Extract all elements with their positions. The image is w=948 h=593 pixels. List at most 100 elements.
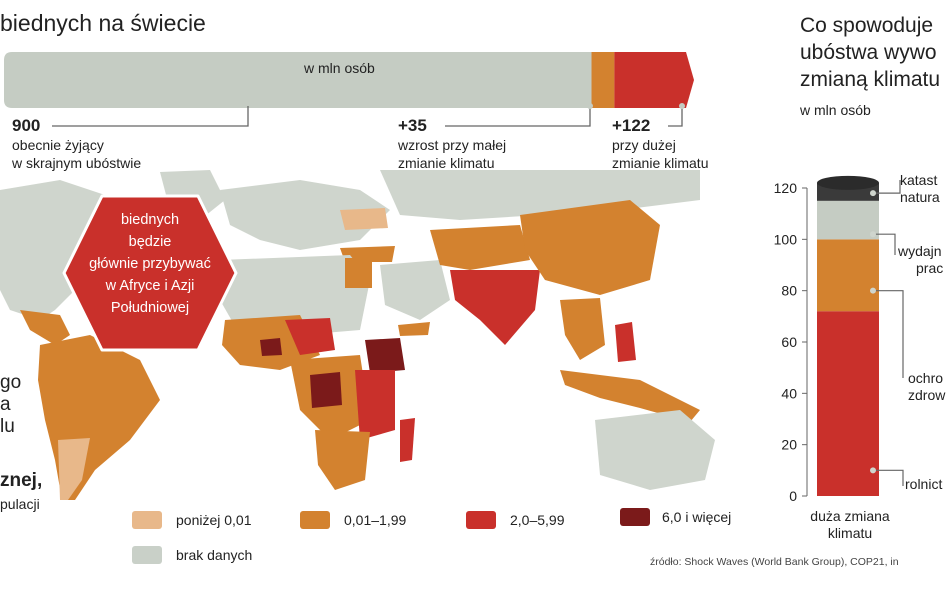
stat-large-value: +122 (612, 116, 651, 135)
poverty-bar-svg (4, 52, 694, 108)
y-tick-label: 20 (781, 437, 797, 453)
southeast-asia (560, 298, 605, 360)
legend-label: poniżej 0,01 (176, 512, 252, 528)
hexagon-line: biednych (120, 212, 180, 228)
legend-item-nodata: brak danych (132, 546, 252, 564)
stat-small-value: +35 (398, 116, 427, 135)
label-katast-line1: katast (900, 172, 938, 188)
leader-line (873, 290, 904, 378)
world-map (0, 170, 715, 500)
legend-label: 0,01–1,99 (344, 512, 407, 528)
poverty-bar-unit: w mln osób (304, 60, 375, 76)
right-title-line: Co spowoduje (800, 14, 934, 37)
southern-africa (315, 430, 370, 490)
leader-dot (870, 190, 876, 197)
south-america-south (58, 438, 90, 500)
stack-segment-2 (817, 239, 879, 312)
poverty-bar-current (4, 52, 592, 108)
leader-dot (870, 467, 876, 474)
cut-text-small: pulacji (0, 496, 40, 512)
y-tick-label: 120 (774, 180, 798, 196)
legend-swatch (132, 511, 162, 529)
hexagon-line: głównie przybywać (89, 256, 211, 272)
stack-top-cap (817, 175, 879, 190)
leader-dot (870, 231, 876, 238)
legend-swatch (620, 508, 650, 526)
sahel-red (285, 318, 335, 355)
poverty-bar: w mln osób (4, 52, 704, 110)
ukraine (340, 208, 388, 230)
leader-line (873, 180, 901, 194)
australia (595, 410, 715, 490)
label-wydajn-line1: wydajn (898, 243, 942, 259)
label-ochro-line1: ochro (908, 370, 944, 386)
label-wydajn: wydajn prac (898, 243, 943, 277)
hexagon-line: będzie (128, 234, 172, 250)
europe (220, 180, 390, 250)
cut-text-block: go a lu (0, 372, 21, 438)
stack-bars (817, 175, 879, 496)
leader-line (873, 233, 896, 255)
stat-small-line1: wzrost przy małej (398, 137, 507, 153)
stat-large: +122 przy dużej zmianie klimatu (612, 116, 708, 172)
y-tick-label: 60 (781, 334, 797, 350)
stat-current-value: 900 (12, 116, 41, 135)
leader-dot (870, 287, 876, 294)
hexagon-line: w Afryce i Azji (105, 278, 195, 294)
leader-line (873, 469, 904, 486)
legend-item-low: poniżej 0,01 (132, 511, 252, 529)
source-note: źródło: Shock Waves (World Bank Group), … (650, 556, 899, 568)
legend-swatch (466, 511, 496, 529)
stat-current-line1: obecnie żyjący (12, 137, 104, 153)
ethiopia-dark (365, 338, 405, 373)
legend-label: 2,0–5,99 (510, 512, 565, 528)
label-wydajn-line2: prac (916, 260, 944, 276)
hexagon-text: biednych będzie głównie przybywać w Afry… (62, 209, 238, 319)
bar-connectors (52, 103, 685, 127)
right-title-line: zmianą klimatu (800, 68, 941, 91)
y-tick-label: 80 (781, 283, 797, 299)
poverty-bar-small-change (591, 52, 615, 108)
cut-text-line: lu (0, 416, 15, 437)
hexagon-shape (62, 194, 238, 352)
stat-current-line2: w skrajnym ubóstwie (12, 155, 142, 171)
label-katast: katast natura (900, 172, 940, 206)
label-ochro-line2: zdrow (908, 387, 946, 403)
south-asia (450, 270, 540, 345)
right-title: Co spowoduje ubóstwa wywo zmianą klimatu (800, 12, 940, 93)
y-tick-label: 0 (789, 488, 797, 504)
north-africa (220, 255, 370, 335)
cut-text-line: go (0, 372, 22, 393)
nigeria-dark (260, 338, 282, 356)
legend-swatch (132, 546, 162, 564)
hexagon-callout: biednych będzie głównie przybywać w Afry… (62, 193, 238, 353)
label-ochro: ochro zdrow (908, 370, 945, 404)
stat-current: 900 obecnie żyjący w skrajnym ubóstwie (12, 116, 141, 172)
yemen (398, 322, 430, 336)
cut-text-bold: znej, (0, 470, 43, 491)
central-america (20, 310, 70, 345)
poverty-bar-large-change (614, 52, 694, 108)
legend-swatch (300, 511, 330, 529)
label-rolnict: rolnict (905, 476, 943, 492)
y-axis: 0 20 40 60 80 100 120 (774, 180, 808, 504)
legend-label: 6,0 i więcej (662, 509, 732, 525)
stat-large-line1: przy dużej (612, 137, 676, 153)
hexagon-line: Południowej (110, 300, 190, 316)
east-africa (355, 370, 395, 440)
philippines (615, 322, 636, 362)
label-katast-line2: natura (900, 189, 940, 205)
right-title-line: ubóstwa wywo (800, 41, 937, 64)
cut-text-line: a (0, 394, 11, 415)
drc-dark (310, 372, 342, 408)
south-america (38, 335, 160, 500)
y-tick-label: 100 (774, 231, 798, 247)
middle-east (380, 260, 450, 320)
stat-small: +35 wzrost przy małej zmianie klimatu (398, 116, 506, 172)
madagascar (400, 418, 415, 462)
indonesia (560, 370, 700, 422)
right-unit: w mln osób (800, 102, 871, 118)
legend-item-mid: 0,01–1,99 (300, 511, 406, 529)
stat-large-line2: zmianie klimatu (612, 155, 709, 171)
stack-segment-3 (817, 200, 879, 240)
